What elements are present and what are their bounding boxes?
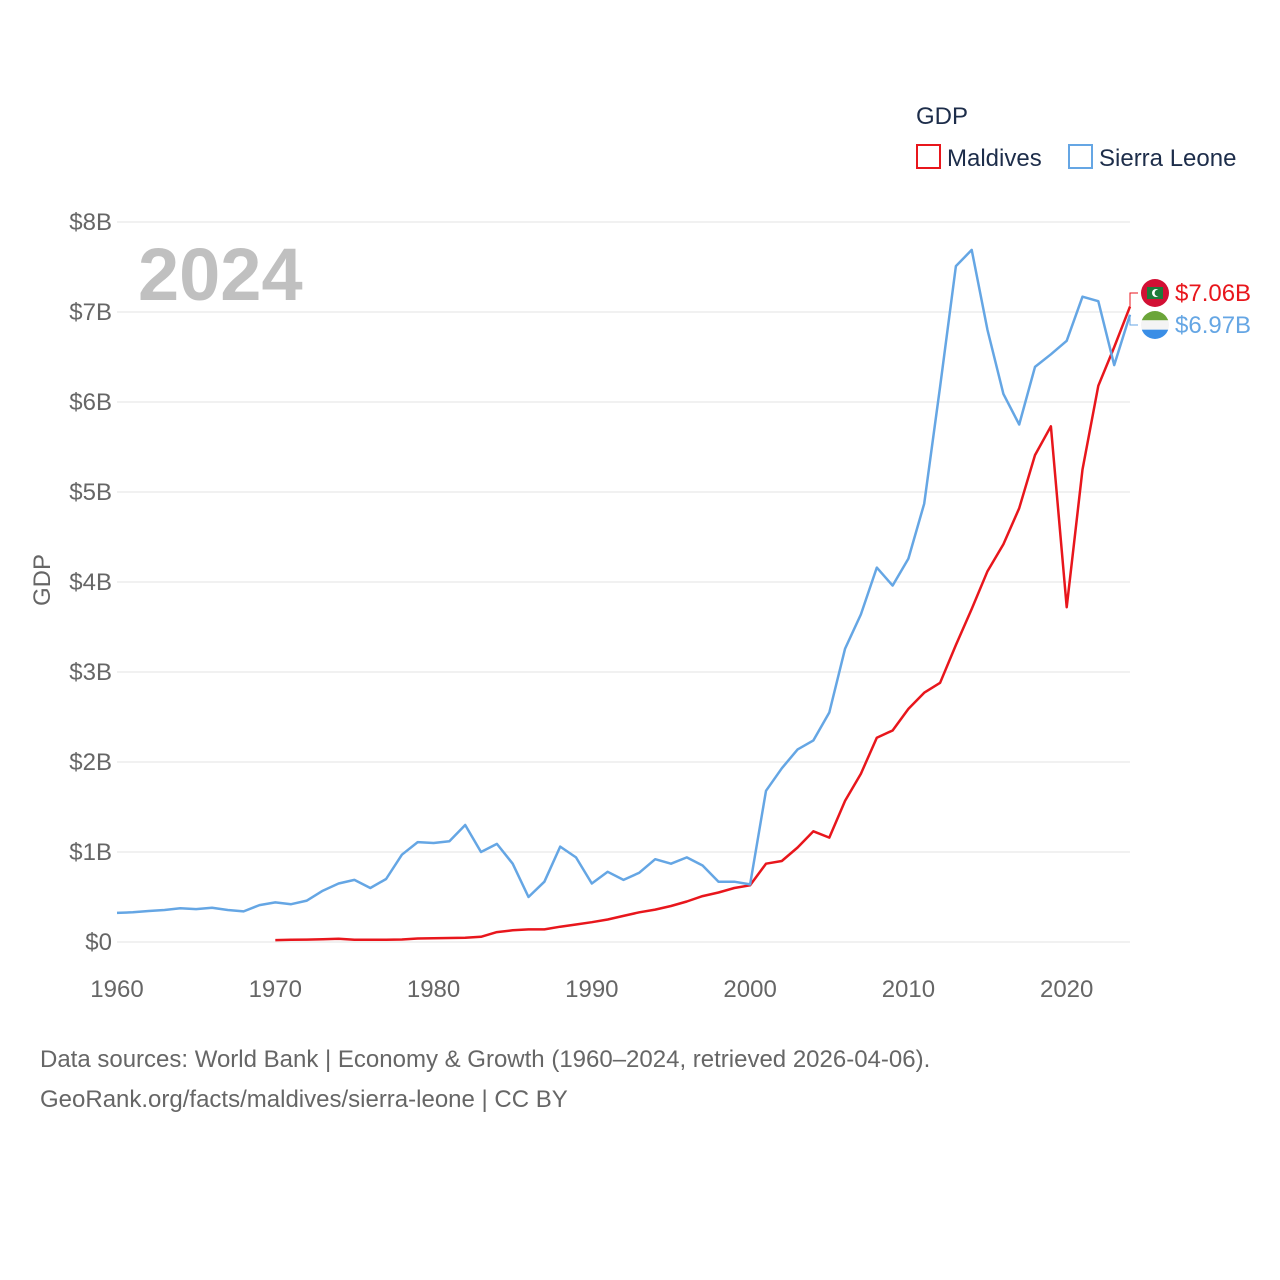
y-tick-label: $5B	[69, 479, 112, 506]
end-connector-sierra-leone	[1129, 314, 1138, 326]
legend-item-sierra-leone[interactable]: Sierra Leone	[1068, 144, 1236, 172]
sierra-leone-flag-icon	[1141, 311, 1169, 339]
y-tick-label: $3B	[69, 659, 112, 686]
y-axis-ticks: $0 $1B $2B $3B $4B $5B $6B $7B $8B	[69, 209, 112, 956]
source-line-2[interactable]: GeoRank.org/facts/maldives/sierra-leone …	[40, 1086, 568, 1113]
gdp-line-chart: $0$1B$2B$3B$4B$5B$6B$7B$8B 1960 1970 1980 1…	[29, 103, 1251, 1003]
x-tick-label: 1980	[407, 976, 460, 1003]
maldives-flag-icon	[1141, 279, 1169, 307]
x-tick-label: 2010	[882, 976, 935, 1003]
data-source-note: Data sources: World Bank | Economy & Gro…	[40, 1040, 930, 1120]
legend-label-maldives: Maldives	[947, 145, 1042, 172]
series-line-sierra-leone[interactable]	[116, 248, 1132, 915]
legend: GDP Maldives Sierra Leone	[916, 103, 1236, 172]
x-tick-label: 2020	[1040, 976, 1093, 1003]
series-lines	[116, 248, 1132, 942]
x-axis-ticks: 1960 1970 1980 1990 2000 2010 2020	[90, 976, 1093, 1003]
series-line-maldives[interactable]	[275, 306, 1132, 942]
x-tick-label: 2000	[723, 976, 776, 1003]
legend-item-maldives[interactable]: Maldives	[916, 144, 1042, 172]
y-tick-label: $0	[85, 929, 112, 956]
x-tick-label: 1960	[90, 976, 143, 1003]
y-tick-label: $1B	[69, 839, 112, 866]
legend-swatch-sierra-leone	[1068, 144, 1093, 169]
year-label: 2024	[138, 233, 303, 316]
end-connector-maldives	[1129, 292, 1138, 307]
end-value-label-sierra-leone: $6.97B	[1175, 312, 1251, 339]
grid-lines	[117, 221, 1130, 943]
series-end-labels: $7.06B $6.97B	[1129, 279, 1251, 339]
end-value-label-maldives: $7.06B	[1175, 280, 1251, 307]
legend-label-sierra-leone: Sierra Leone	[1099, 145, 1236, 172]
x-tick-label: 1990	[565, 976, 618, 1003]
y-tick-label: $6B	[69, 389, 112, 416]
source-line-1: Data sources: World Bank | Economy & Gro…	[40, 1046, 931, 1073]
x-tick-label: 1970	[249, 976, 302, 1003]
y-tick-label: $2B	[69, 749, 112, 776]
legend-title: GDP	[916, 103, 968, 130]
y-tick-label: $8B	[69, 209, 112, 236]
y-axis-title: GDP	[29, 554, 56, 606]
y-tick-label: $7B	[69, 299, 112, 326]
legend-swatch-maldives	[916, 144, 941, 169]
y-tick-label: $4B	[69, 569, 112, 596]
